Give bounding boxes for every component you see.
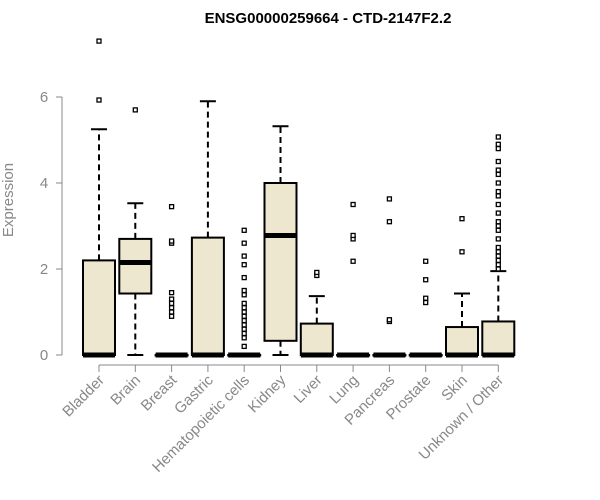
box-iqr-6 xyxy=(299,322,334,356)
y-axis-label: Expression xyxy=(0,163,17,237)
outlier-11-10 xyxy=(495,210,501,216)
box-7 xyxy=(336,201,371,358)
box-iqr-5 xyxy=(263,182,298,342)
outlier-11-15 xyxy=(495,171,501,178)
outlier-4-2 xyxy=(241,330,247,337)
outlier-8-1 xyxy=(386,317,393,323)
outlier-11-19 xyxy=(495,141,501,147)
outlier-4-7 xyxy=(241,309,247,315)
outlier-11-13 xyxy=(495,188,501,195)
outlier-4-5 xyxy=(241,317,247,324)
outlier-4-14 xyxy=(241,253,247,259)
outlier-9-3 xyxy=(423,258,429,264)
outlier-11-8 xyxy=(495,223,501,229)
outlier-6-1 xyxy=(314,269,320,276)
outlier-8-3 xyxy=(386,196,393,202)
outlier-7-0 xyxy=(350,258,356,264)
outlier-2-1 xyxy=(168,309,175,315)
outlier-4-10 xyxy=(241,292,247,298)
outlier-10-1 xyxy=(459,216,465,222)
box-iqr-10 xyxy=(445,326,479,356)
outlier-2-7 xyxy=(168,238,175,244)
box-2 xyxy=(154,203,189,358)
box-9 xyxy=(408,258,443,358)
outlier-9-0 xyxy=(423,299,429,306)
outlier-4-9 xyxy=(241,300,247,307)
outlier-0-0 xyxy=(96,97,102,103)
x-tick-label-5: Kidney xyxy=(245,371,290,416)
outlier-8-2 xyxy=(386,219,393,225)
outlier-7-2 xyxy=(350,232,356,239)
outlier-11-6 xyxy=(495,236,501,242)
outlier-4-4 xyxy=(241,322,247,328)
y-tick-label-2: 4 xyxy=(40,175,48,192)
x-tick-label-6: Liver xyxy=(291,372,326,407)
outlier-4-13 xyxy=(241,262,247,268)
box-8 xyxy=(372,196,407,358)
outlier-9-1 xyxy=(423,295,429,301)
outlier-2-3 xyxy=(168,300,175,307)
outlier-2-8 xyxy=(168,203,175,210)
outlier-11-3 xyxy=(495,253,501,259)
outlier-4-6 xyxy=(241,313,247,319)
outlier-0-1 xyxy=(96,38,102,44)
outlier-11-18 xyxy=(495,145,501,152)
x-tick-label-0: Bladder xyxy=(59,372,108,421)
outlier-4-3 xyxy=(241,326,247,332)
outlier-2-4 xyxy=(168,296,175,302)
y-tick-label-3: 6 xyxy=(40,89,48,106)
outlier-11-12 xyxy=(495,193,501,199)
outlier-2-0 xyxy=(168,313,175,319)
plot-area xyxy=(82,38,516,358)
box-3 xyxy=(190,100,225,358)
outlier-4-15 xyxy=(241,240,247,246)
box-6 xyxy=(299,269,334,358)
outlier-11-9 xyxy=(495,219,501,225)
chart-title: ENSG00000259664 - CTD-2147F2.2 xyxy=(205,10,452,27)
outlier-11-4 xyxy=(495,249,501,255)
outlier-10-0 xyxy=(459,249,465,255)
outlier-11-0 xyxy=(495,266,501,272)
outlier-4-1 xyxy=(241,335,247,341)
outlier-11-7 xyxy=(495,227,501,233)
box-iqr-3 xyxy=(190,236,225,356)
outlier-4-8 xyxy=(241,305,247,311)
box-iqr-11 xyxy=(481,320,516,356)
box-1 xyxy=(118,107,153,356)
box-4 xyxy=(227,227,262,358)
outlier-1-0 xyxy=(132,107,138,113)
outlier-11-14 xyxy=(495,180,501,186)
outlier-4-16 xyxy=(241,227,247,233)
box-iqr-1 xyxy=(118,237,153,295)
outlier-11-1 xyxy=(495,262,501,268)
outlier-2-2 xyxy=(168,305,175,311)
outlier-11-5 xyxy=(495,244,501,251)
box-11 xyxy=(481,134,516,358)
outlier-11-17 xyxy=(495,158,501,165)
box-10 xyxy=(445,216,479,358)
box-5 xyxy=(263,125,298,356)
x-tick-label-10: Skin xyxy=(438,372,471,405)
outlier-11-11 xyxy=(495,201,501,208)
box-0 xyxy=(82,38,116,358)
y-axis: 0 2 4 6 xyxy=(40,89,63,364)
outlier-4-0 xyxy=(241,343,247,350)
outlier-9-2 xyxy=(423,277,429,283)
y-tick-label-1: 2 xyxy=(40,261,48,278)
y-tick-label-0: 0 xyxy=(40,347,48,364)
outlier-11-20 xyxy=(495,134,501,140)
outlier-7-3 xyxy=(350,201,356,208)
outlier-11-2 xyxy=(495,257,501,264)
outlier-4-11 xyxy=(241,287,247,294)
outlier-2-5 xyxy=(168,289,175,296)
box-iqr-0 xyxy=(82,259,116,356)
outlier-4-12 xyxy=(241,274,247,281)
outlier-11-16 xyxy=(495,167,501,173)
